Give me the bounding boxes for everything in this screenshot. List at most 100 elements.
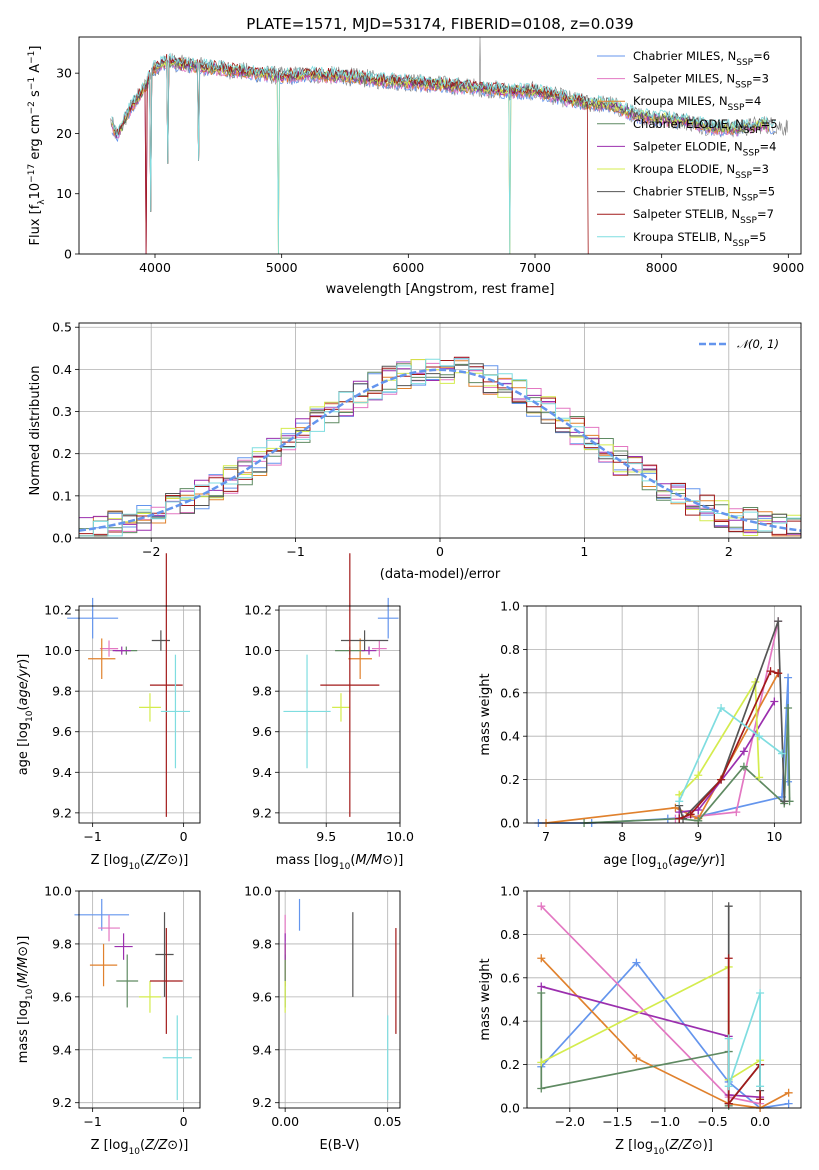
x-tick-label: 0.0 <box>750 1114 770 1129</box>
y-axis-label: mass [log10(M/M⊙)] <box>16 936 35 1064</box>
legend-entry-chabrier-stelib-n: Chabrier STELIB, NSSP=5 <box>633 185 775 204</box>
x-tick-label: 8 <box>618 829 626 844</box>
weight-point <box>774 617 783 626</box>
model-spectrum-chabrier-stelib <box>111 55 769 212</box>
x-tick-label: 6000 <box>392 260 424 275</box>
weight-series-salpeter-stelib <box>675 667 783 823</box>
weight-point <box>724 902 733 911</box>
y-tick-label: 9.4 <box>52 1042 72 1057</box>
x-tick-label: 2 <box>725 544 733 559</box>
weight-point <box>756 1095 765 1104</box>
x-tick-label: 10 <box>766 829 782 844</box>
y-tick-label: 0.2 <box>52 446 72 461</box>
y-tick-label: 9.8 <box>52 936 72 951</box>
mass-vs-Z-panel: −1 0 9.2 9.4 9.6 9.8 10.0 Z [log10(Z/Z⊙)] mass [… <box>16 884 201 1157</box>
x-axis-label: Z [log10(Z/Z⊙)] <box>91 1138 189 1157</box>
x-tick-label: 0 <box>436 544 444 559</box>
x-axis-label: mass [log10(M/M⊙)] <box>276 853 404 872</box>
y-tick-label: 0 <box>64 247 72 262</box>
x-axis-label: wavelength [Angstrom, rest frame] <box>326 282 555 297</box>
errorbar-kroupa-elodie <box>139 693 161 722</box>
y-tick-label: 9.4 <box>252 765 272 780</box>
x-tick-label: 0.00 <box>271 1114 299 1129</box>
axes-frame <box>78 890 201 1109</box>
legend-entry-chabrier-miles-n: Chabrier MILES, NSSP=6 <box>633 49 770 68</box>
axes-frame <box>78 36 802 255</box>
model-spectrum-kroupa-stelib <box>111 52 776 254</box>
y-tick-label: 9.2 <box>52 1095 72 1110</box>
weight-series-chabrier-stelib <box>724 902 765 1108</box>
y-tick-label: 0.4 <box>500 1014 520 1029</box>
y-tick-label: 10.0 <box>44 884 72 899</box>
legend-entry-salpeter-elodie-n: Salpeter ELODIE, NSSP=4 <box>633 139 776 158</box>
errorbar-kroupa-stelib <box>283 654 331 769</box>
y-tick-label: 9.2 <box>52 805 72 820</box>
errorbar-kroupa-stelib <box>162 1015 192 1101</box>
weight-point <box>739 762 748 771</box>
errorbar-salpeter-stelib <box>149 928 183 1034</box>
weight-point <box>537 1084 546 1093</box>
legend-entry-salpeter-miles-n: Salpeter MILES, NSSP=3 <box>633 72 769 91</box>
y-tick-label: 0.4 <box>500 729 520 744</box>
x-tick-label: 1 <box>580 544 588 559</box>
y-tick-label: 0.2 <box>500 1057 520 1072</box>
y-tick-label: 9.2 <box>252 805 272 820</box>
weight-line <box>540 905 761 1105</box>
x-tick-label: 9000 <box>772 260 804 275</box>
x-tick-label: 7 <box>542 829 550 844</box>
chart-panels: 4000 5000 6000 7000 8000 90000102030wavelengt… <box>16 36 804 1157</box>
weight-point <box>756 1082 765 1091</box>
y-tick-label: 1.0 <box>500 599 520 614</box>
y-tick-label: 9.4 <box>52 765 72 780</box>
mass-vs-ebv-panel: 0.00 0.05 9.2 9.4 9.6 9.8 10.0 E(B-V) <box>244 884 401 1154</box>
x-tick-label: −1.0 <box>650 1114 680 1129</box>
errorbar-kroupa-elodie <box>332 693 350 722</box>
weight-point <box>774 669 783 678</box>
weight-point <box>784 673 793 682</box>
y-tick-label: 0.2 <box>500 772 520 787</box>
axes-frame <box>278 605 401 824</box>
axes-frame <box>526 605 802 824</box>
spectrum-plot-area <box>110 37 789 254</box>
weight-point <box>537 902 546 911</box>
x-tick-label: 0 <box>180 1114 188 1129</box>
weight-point <box>739 747 748 756</box>
y-axis-label: mass weight <box>478 673 493 755</box>
weight-point <box>717 703 726 712</box>
x-tick-label: 8000 <box>646 260 678 275</box>
y-tick-label: 0.6 <box>500 685 520 700</box>
weight-vs-Z-panel: −2.0 −1.5 −1.0 −0.5 0.0 0.0 0.2 0.4 0.6 0.8 1.0 Z [… <box>478 884 802 1157</box>
y-tick-label: 0.8 <box>500 927 520 942</box>
legend-entry-normal: 𝒩(0, 1) <box>737 337 779 351</box>
y-tick-label: 9.8 <box>252 936 272 951</box>
y-tick-label: 0.4 <box>52 362 72 377</box>
y-tick-label: 9.6 <box>52 989 72 1004</box>
y-axis-label: age [log10(age/yr)] <box>16 654 35 776</box>
residual-hist-kroupa-stelib <box>79 358 801 537</box>
weight-line <box>678 706 783 802</box>
y-tick-label: 0.6 <box>500 970 520 985</box>
y-tick-label: 0.5 <box>52 320 72 335</box>
errorbar-salpeter-stelib <box>320 553 380 817</box>
x-tick-label: −2 <box>142 544 160 559</box>
weight-point <box>694 805 703 814</box>
errorbar-kroupa-miles <box>89 943 118 987</box>
y-tick-label: 9.6 <box>52 724 72 739</box>
errorbar-chabrier-miles <box>377 597 399 639</box>
weight-series-chabrier-miles <box>534 673 793 827</box>
weight-point <box>784 1088 793 1097</box>
legend-entry-salpeter-stelib-n: Salpeter STELIB, NSSP=7 <box>633 207 774 226</box>
age-vs-mass-panel: 9.5 10.0 9.2 9.4 9.6 9.8 10.0 10.2 mass [log10(M… <box>244 553 414 872</box>
legend-entry-kroupa-miles-n: Kroupa MILES, NSSP=4 <box>633 94 761 113</box>
errorbar-kroupa-elodie <box>139 980 161 1013</box>
y-tick-label: 0.1 <box>52 488 72 503</box>
x-tick-label: −1 <box>83 1114 101 1129</box>
weight-line <box>727 992 761 1087</box>
errorbar-salpeter-elodie <box>361 646 377 655</box>
x-tick-label: 4000 <box>139 260 171 275</box>
axes-frame <box>78 322 802 539</box>
age-vs-Z-panel: −1 0 9.2 9.4 9.6 9.8 10.0 10.2 Z [log10(Z/Z⊙)] ag… <box>16 553 201 872</box>
y-tick-label: 0.0 <box>500 816 520 831</box>
weight-point <box>724 954 733 963</box>
